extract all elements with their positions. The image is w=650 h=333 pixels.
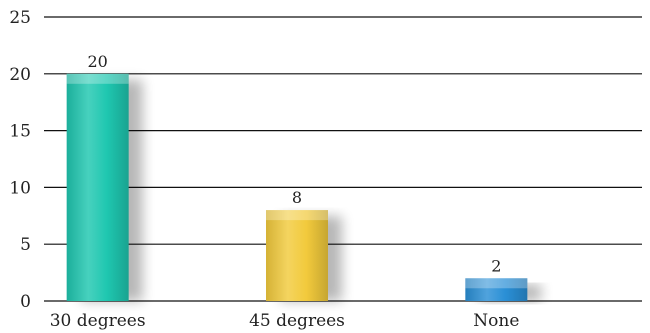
y-tick-label: 15 (9, 122, 31, 142)
x-category-label: None (473, 311, 519, 331)
y-tick-label: 25 (9, 8, 31, 28)
y-axis-ticks: 0 5 10 15 20 25 (9, 8, 31, 312)
bar-top-highlight (465, 278, 528, 289)
y-tick-label: 0 (20, 292, 31, 312)
gridlines (44, 16, 642, 302)
bar-45-degrees (266, 210, 328, 301)
bar-30-degrees (66, 73, 129, 301)
y-tick-label: 5 (20, 235, 31, 255)
bars (66, 73, 542, 301)
y-tick-label: 10 (9, 178, 31, 198)
bar-top-highlight (66, 73, 129, 84)
bar-top-highlight (266, 210, 328, 221)
bar-none (465, 278, 528, 301)
x-category-label: 45 degrees (249, 311, 345, 331)
data-label: 2 (491, 256, 501, 275)
data-label: 20 (87, 52, 107, 71)
data-label: 8 (292, 188, 302, 207)
y-tick-label: 20 (9, 65, 31, 85)
x-axis-categories: 30 degrees 45 degrees None (50, 311, 520, 331)
x-category-label: 30 degrees (50, 311, 146, 331)
